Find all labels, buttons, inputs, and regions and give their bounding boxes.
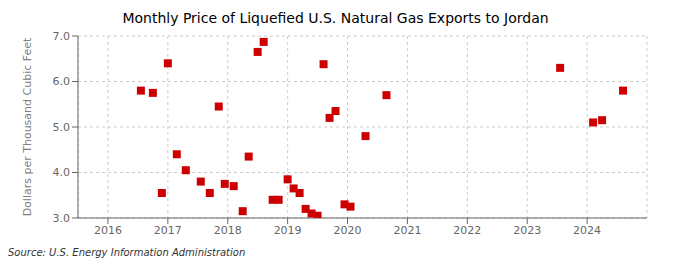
svg-text:2018: 2018 [214,224,242,237]
svg-text:3.0: 3.0 [53,212,71,225]
svg-text:Dollars per Thousand Cubic Fee: Dollars per Thousand Cubic Feet [21,37,34,216]
svg-text:2024: 2024 [573,224,601,237]
svg-text:2016: 2016 [94,224,122,237]
svg-text:6.0: 6.0 [53,75,71,88]
svg-text:4.0: 4.0 [53,166,71,179]
svg-text:2019: 2019 [274,224,302,237]
svg-text:2023: 2023 [513,224,541,237]
svg-text:2021: 2021 [393,224,421,237]
svg-text:2020: 2020 [334,224,362,237]
svg-text:2022: 2022 [453,224,481,237]
html-text:Monthly Price of Liquefied U.S: Monthly Price of Liquefied U.S. Natural … [122,10,549,26]
html-text:Source: U.S. Energy Informatio: Source: U.S. Energy Information Administ… [8,247,246,258]
svg-text:5.0: 5.0 [53,121,71,134]
svg-text:2017: 2017 [154,224,182,237]
svg-text:7.0: 7.0 [53,30,71,43]
